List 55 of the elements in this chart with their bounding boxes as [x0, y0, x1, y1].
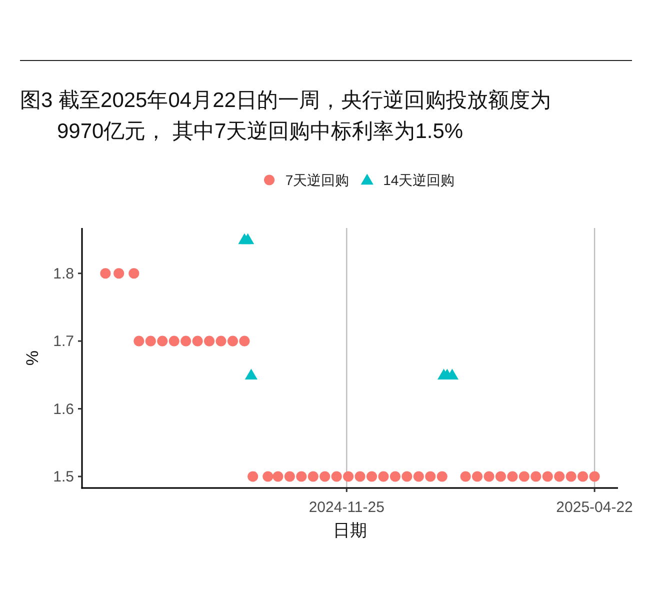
- point: [354, 471, 366, 482]
- point: [460, 471, 471, 482]
- point: [114, 268, 124, 279]
- point: [507, 471, 518, 482]
- point: [296, 471, 307, 482]
- legend-label: 14天逆回购: [383, 172, 455, 188]
- point: [413, 471, 424, 482]
- point: [308, 471, 318, 482]
- point: [145, 336, 156, 346]
- title: 图3 截至2025年04月22日的一周，央行逆回购投放额度为9970亿元， 其中7天逆回购中标利率为1.5%: [20, 88, 552, 145]
- point: [331, 471, 342, 482]
- x-tick-label: 2024-11-25: [308, 499, 384, 516]
- point: [495, 471, 506, 482]
- point: [128, 268, 140, 279]
- x-tick-label: 2025-04-22: [556, 499, 633, 516]
- y-axis-title: %: [23, 350, 42, 366]
- point: [390, 471, 401, 482]
- point: [378, 471, 389, 482]
- point: [134, 336, 144, 346]
- point: [472, 471, 483, 482]
- point: [100, 268, 111, 279]
- legend-label: 7天逆回购: [285, 172, 350, 188]
- point: [248, 471, 258, 482]
- point: [343, 471, 354, 482]
- point: [436, 471, 448, 482]
- point: [425, 471, 436, 482]
- point: [320, 471, 330, 482]
- point: [578, 471, 588, 482]
- point: [262, 471, 274, 482]
- point: [239, 336, 250, 346]
- point: [518, 471, 530, 482]
- point: [566, 471, 576, 482]
- point: [554, 471, 565, 482]
- point: [589, 471, 600, 482]
- point: [157, 336, 168, 346]
- point: [484, 471, 494, 482]
- point: [272, 471, 284, 482]
- point: [542, 471, 553, 482]
- y-tick-label: 1.8: [53, 265, 74, 282]
- y-tick-label: 1.7: [53, 333, 74, 350]
- point: [180, 336, 192, 346]
- point: [192, 336, 203, 346]
- x-axis-title: 日期: [333, 521, 367, 540]
- point: [402, 471, 412, 482]
- point: [366, 471, 378, 482]
- point: [168, 336, 180, 346]
- point: [530, 471, 542, 482]
- point: [242, 233, 254, 244]
- point: [204, 336, 215, 346]
- point: [227, 336, 238, 346]
- point: [216, 336, 226, 346]
- y-tick-label: 1.6: [53, 400, 74, 418]
- y-tick-label: 1.5: [53, 468, 74, 486]
- point: [244, 368, 258, 380]
- point: [284, 471, 295, 482]
